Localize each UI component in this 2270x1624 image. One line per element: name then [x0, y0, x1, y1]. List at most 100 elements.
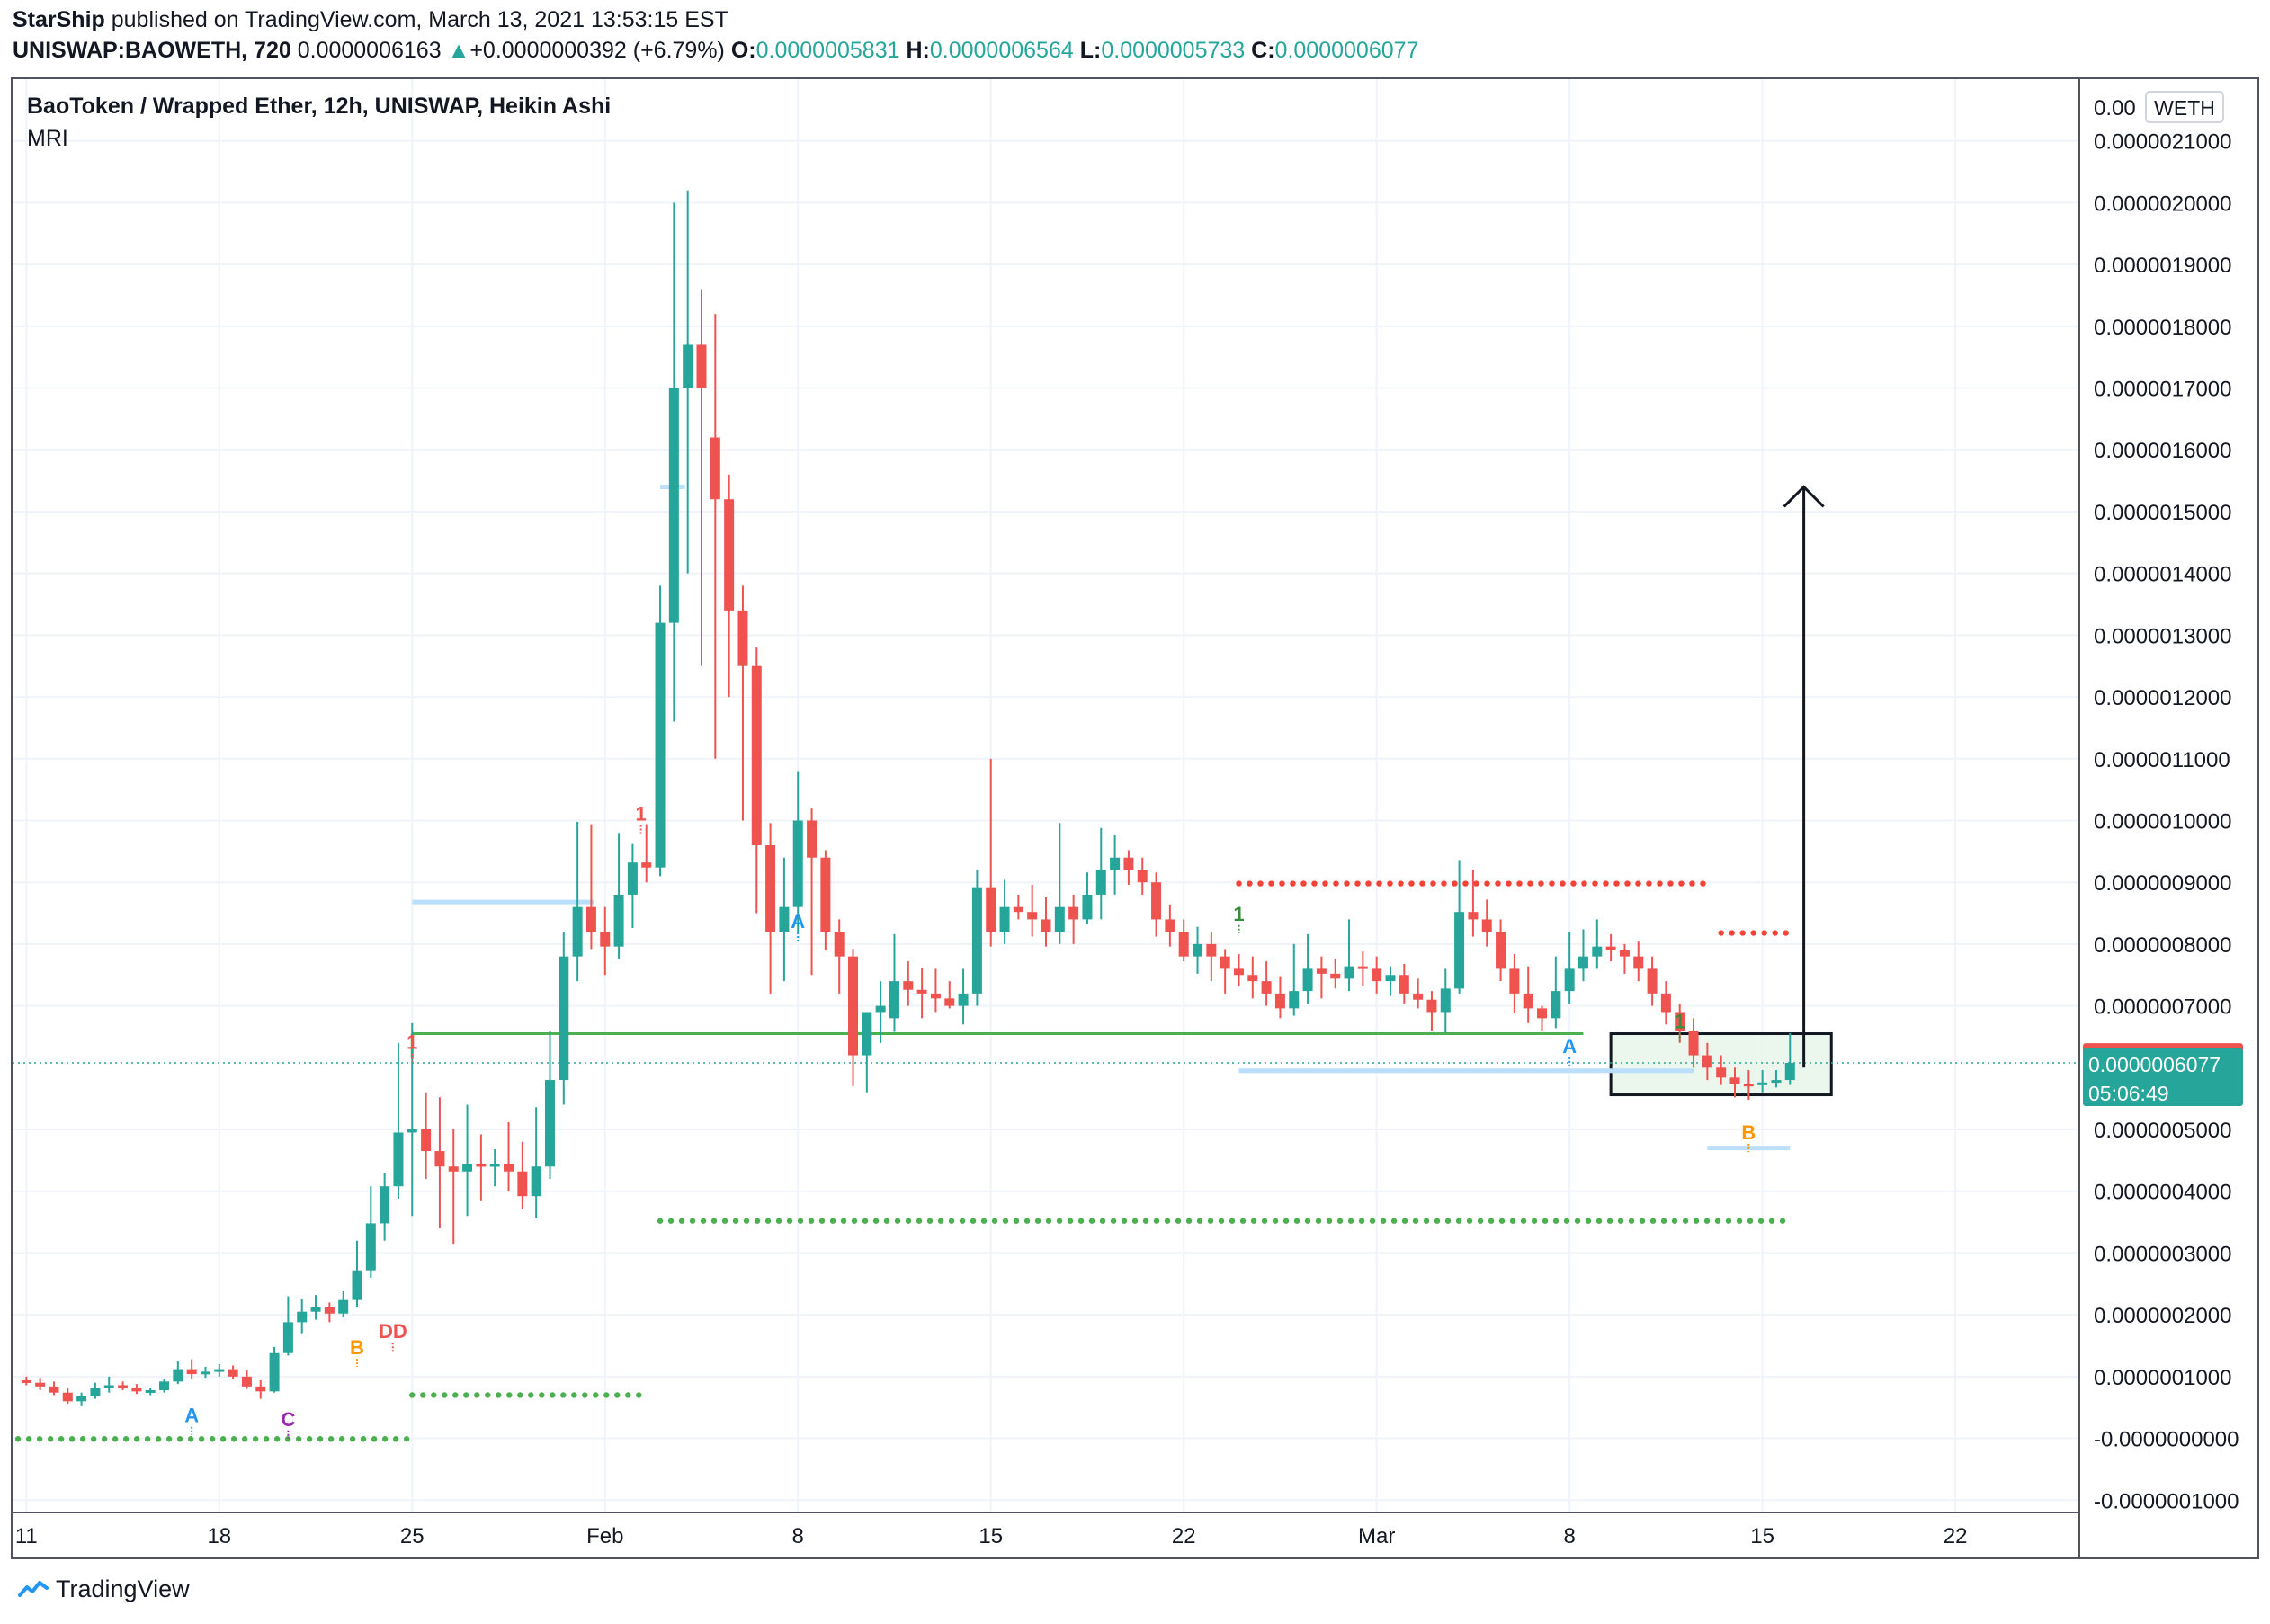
support-dot — [1455, 1218, 1462, 1224]
resistance-dot — [1667, 880, 1674, 887]
support-dot — [1034, 1218, 1041, 1224]
support-dot — [872, 1218, 880, 1224]
candle-body — [1041, 919, 1051, 932]
candle-body — [434, 1151, 445, 1167]
candle-body — [724, 499, 735, 611]
candle-body — [489, 1164, 500, 1167]
resistance-dot — [1236, 880, 1242, 887]
support-dot — [1261, 1218, 1268, 1224]
candle-body — [1496, 932, 1506, 969]
x-tick-label: 25 — [400, 1524, 425, 1548]
candle-body — [282, 1322, 293, 1353]
candle-body — [90, 1388, 101, 1396]
candle-body — [1426, 999, 1437, 1013]
candle-body — [517, 1171, 528, 1197]
support-dot — [1196, 1218, 1203, 1224]
candle-body — [765, 844, 776, 932]
support-dot — [1779, 1218, 1786, 1224]
support-dot — [991, 1218, 998, 1224]
support-dot — [1552, 1218, 1560, 1224]
annotation-label: C — [281, 1408, 295, 1431]
support-dot — [1606, 1218, 1613, 1224]
support-dot — [851, 1218, 858, 1224]
candle-body — [807, 820, 818, 858]
support-dot — [360, 1436, 367, 1442]
candle-body — [903, 981, 914, 990]
support-dot — [1725, 1218, 1732, 1224]
support-dot — [1326, 1218, 1333, 1224]
support-dot — [198, 1436, 205, 1442]
candle-body — [1274, 993, 1285, 1009]
candle-body — [1551, 991, 1561, 1019]
y-tick-label: 0.0000020000 — [2094, 192, 2232, 216]
symbol-label: UNISWAP:BAOWETH, 720 — [13, 38, 291, 63]
support-dot — [420, 1392, 426, 1398]
support-dot — [1768, 1218, 1775, 1224]
support-dot — [1401, 1218, 1408, 1224]
support-dot — [1477, 1218, 1484, 1224]
support-dot — [1671, 1218, 1678, 1224]
indicator-legend[interactable]: MRI — [27, 126, 68, 151]
candle-body — [1633, 956, 1644, 969]
candle-body — [1013, 906, 1023, 913]
y-tick-label: 0.00 — [2094, 96, 2136, 120]
candle-body — [118, 1385, 129, 1388]
footer-brand: TradingView — [56, 1575, 190, 1602]
support-dot — [1757, 1218, 1765, 1224]
support-dot — [980, 1218, 988, 1224]
support-dot — [1585, 1218, 1592, 1224]
support-dot — [90, 1436, 97, 1442]
support-dot — [392, 1436, 399, 1442]
ohlc-header: UNISWAP:BAOWETH, 720 0.0000006163 ▲+0.00… — [13, 38, 1418, 64]
resistance-dot — [1279, 880, 1285, 887]
publisher-name[interactable]: StarShip — [13, 7, 105, 32]
support-dot — [409, 1392, 416, 1398]
support-dot — [165, 1436, 173, 1442]
support-dot — [916, 1218, 923, 1224]
support-dot — [1358, 1218, 1365, 1224]
candle-body — [76, 1396, 87, 1402]
support-dot — [1595, 1218, 1603, 1224]
candle-body — [1743, 1084, 1754, 1087]
support-dot — [959, 1218, 966, 1224]
support-dot — [1563, 1218, 1570, 1224]
support-dot — [1736, 1218, 1743, 1224]
y-tick-label: 0.0000010000 — [2094, 809, 2232, 834]
support-dot — [1498, 1218, 1506, 1224]
resistance-dot — [1549, 880, 1555, 887]
publish-date: published on TradingView.com, March 13, … — [111, 7, 728, 32]
support-dot — [775, 1218, 782, 1224]
resistance-dot — [1311, 880, 1318, 887]
resistance-dot — [1689, 880, 1695, 887]
support-dot — [710, 1218, 718, 1224]
support-dot — [1347, 1218, 1354, 1224]
support-dot — [625, 1392, 631, 1398]
candle-body — [186, 1369, 197, 1375]
candle-body — [241, 1376, 252, 1387]
y-tick-label: 0.0000018000 — [2094, 316, 2232, 340]
y-tick-label: 0.0000001000 — [2094, 1366, 2232, 1390]
support-dot — [506, 1392, 513, 1398]
candle-body — [1165, 919, 1175, 932]
support-dot — [1002, 1218, 1009, 1224]
chart-legend-title[interactable]: BaoToken / Wrapped Ether, 12h, UNISWAP, … — [27, 94, 612, 119]
candle-body — [1344, 966, 1354, 979]
candle-body — [214, 1369, 225, 1372]
support-dot — [862, 1218, 869, 1224]
support-dot — [284, 1436, 291, 1442]
candle-body — [159, 1381, 170, 1390]
support-dot — [1542, 1218, 1549, 1224]
resistance-dot — [1462, 880, 1469, 887]
candle-body — [820, 857, 831, 932]
support-dot — [1617, 1218, 1624, 1224]
support-dot — [306, 1436, 313, 1442]
support-dot — [474, 1392, 480, 1398]
support-dot — [241, 1436, 248, 1442]
resistance-dot — [1635, 880, 1641, 887]
y-tick-label: 0.0000003000 — [2094, 1242, 2232, 1266]
tradingview-footer[interactable]: TradingView — [18, 1575, 190, 1603]
candle-body — [751, 665, 762, 845]
support-dot — [657, 1218, 664, 1224]
last-price: 0.0000006163 — [297, 38, 442, 63]
